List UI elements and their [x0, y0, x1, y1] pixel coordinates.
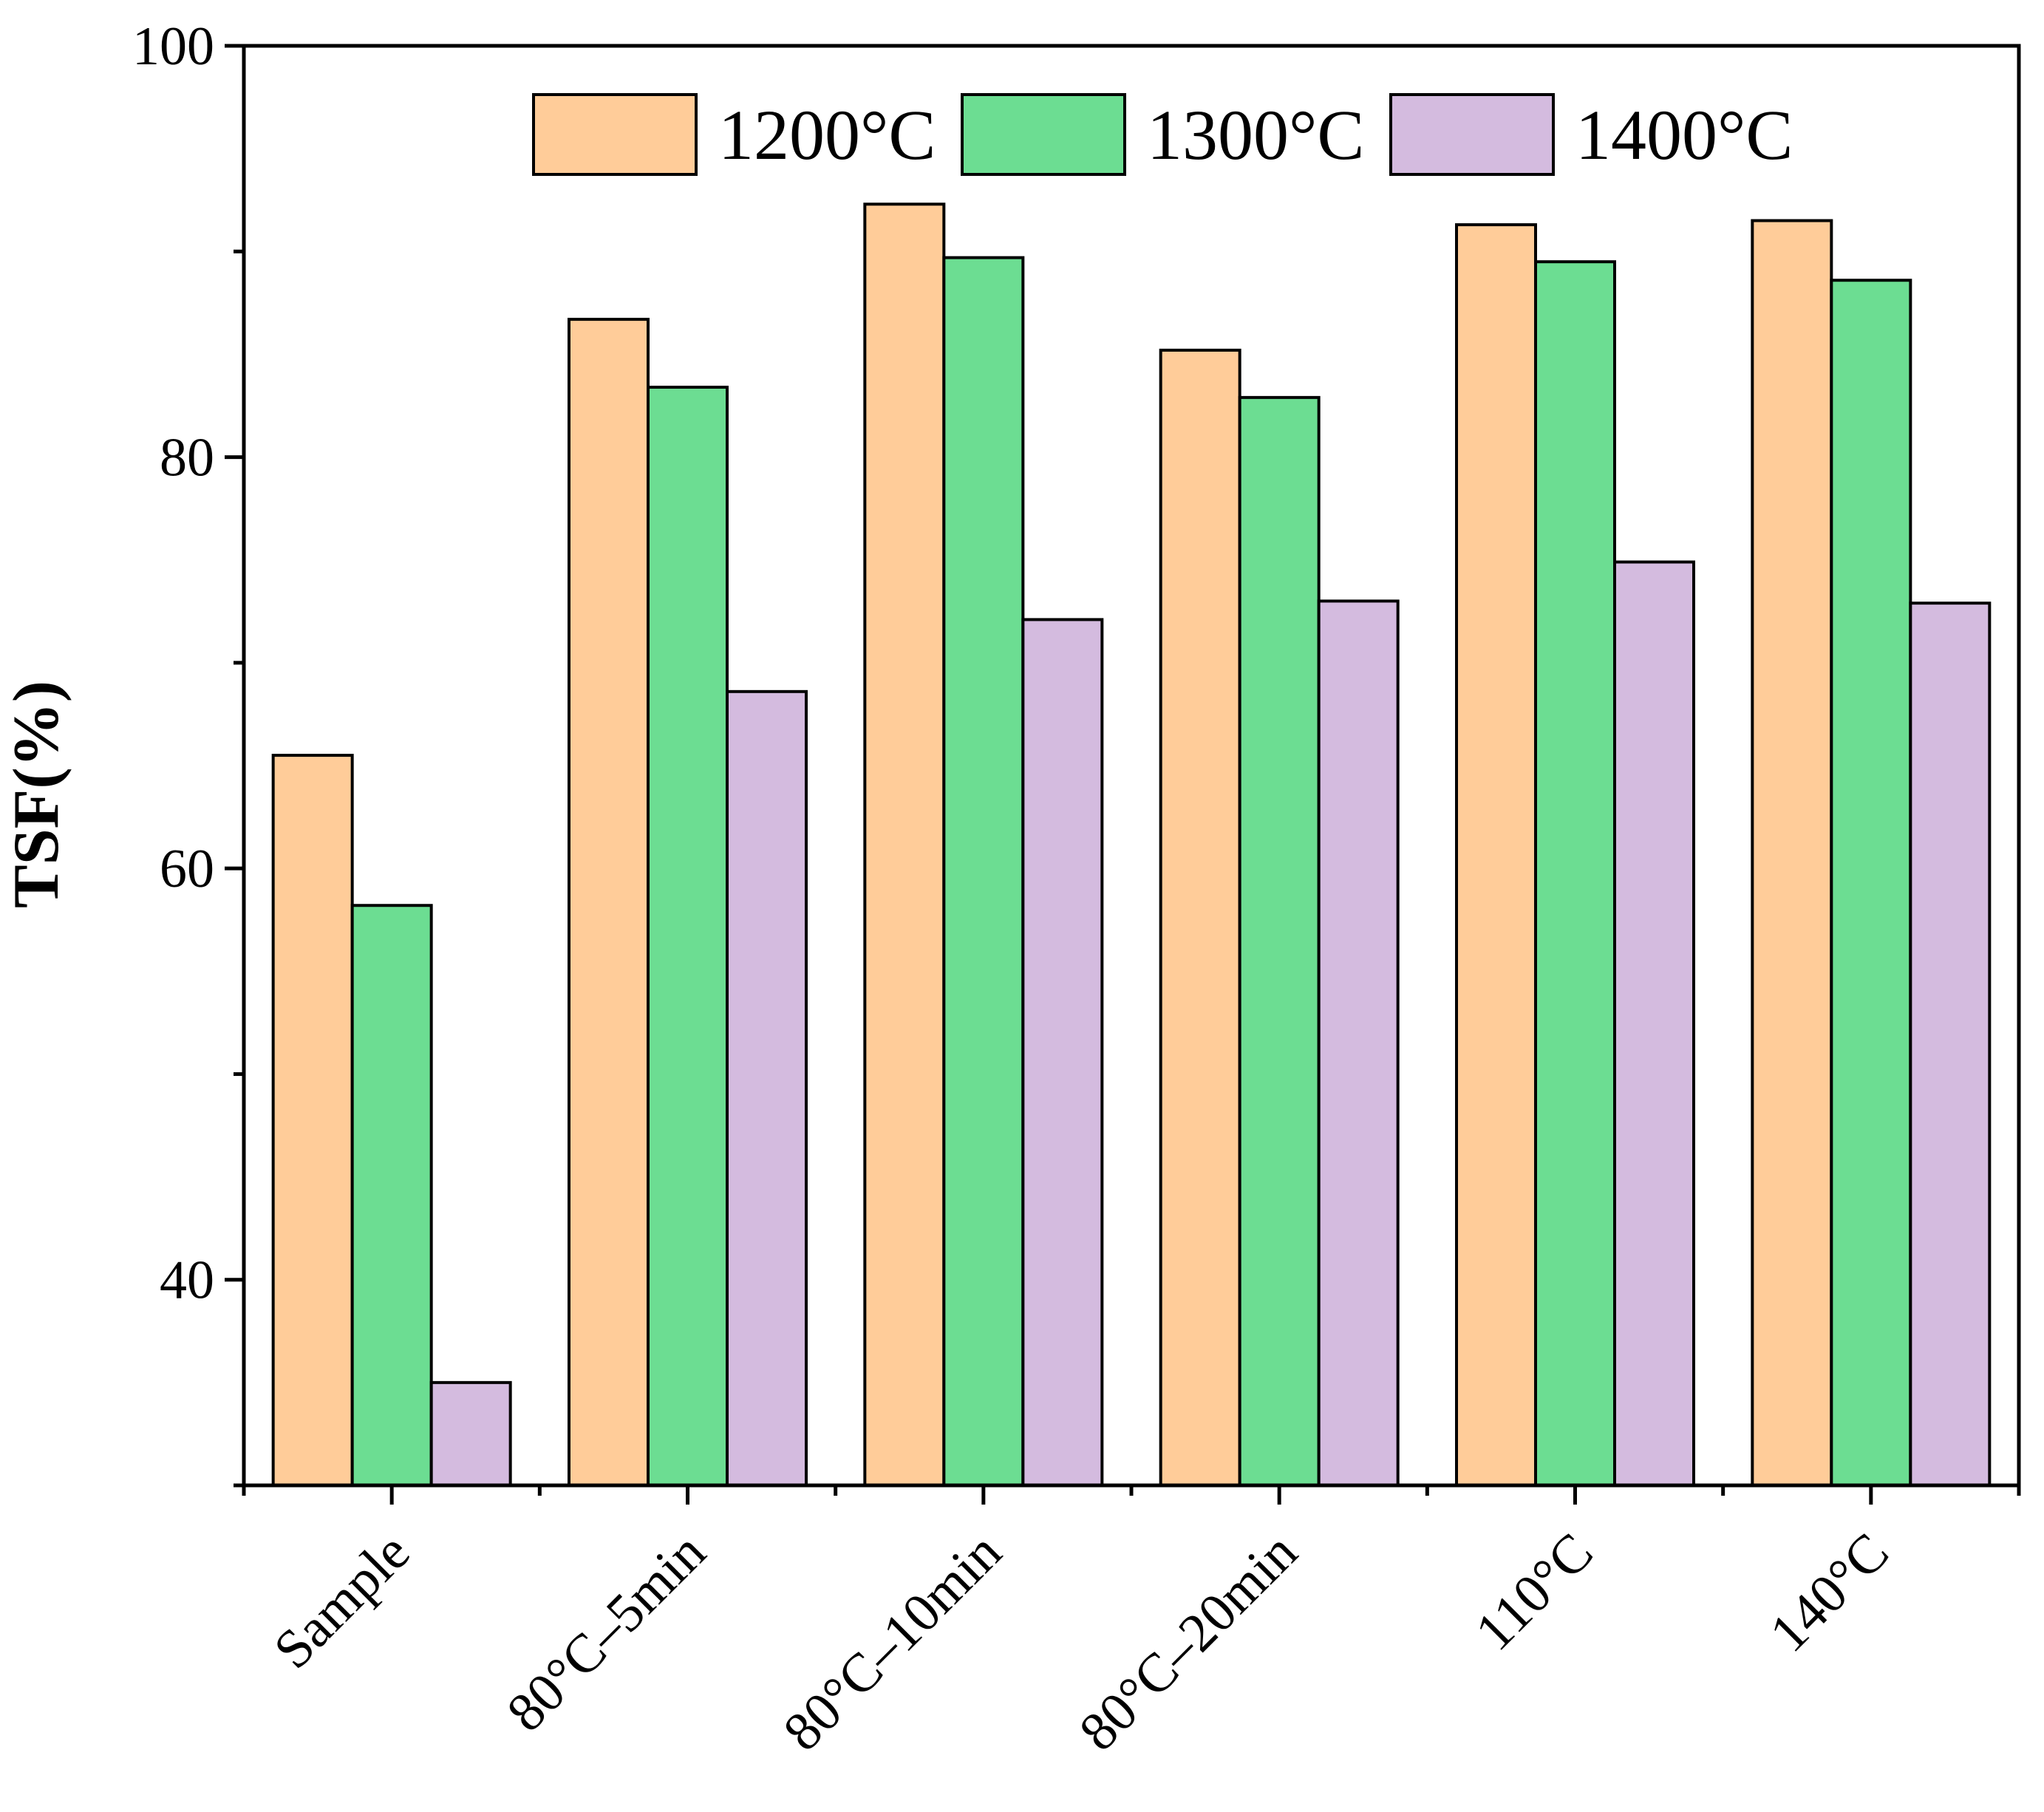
bar-1200°C-80°C–10min [863, 202, 946, 1487]
y-tick-label: 80 [160, 428, 214, 488]
bar-1400°C-80°C–5min [726, 689, 808, 1487]
bar-1400°C-80°C–10min [1021, 618, 1104, 1487]
y-tick-label: 40 [160, 1250, 214, 1311]
bar-1200°C-Sample [271, 754, 354, 1487]
x-tick-label: 80°C–20min [1068, 1522, 1309, 1762]
bar-1200°C-110°C [1455, 223, 1537, 1488]
legend-swatch [1389, 93, 1555, 176]
bar-1300°C-80°C–10min [942, 256, 1025, 1487]
bar-1200°C-140°C [1751, 219, 1833, 1487]
legend-label: 1300°C [1147, 95, 1364, 174]
bars-layer [271, 202, 1992, 1488]
bar-1300°C-80°C–5min [647, 385, 729, 1487]
bar-1300°C-110°C [1534, 260, 1616, 1488]
bar-1400°C-Sample [429, 1380, 512, 1488]
legend-label: 1200°C [718, 95, 936, 174]
x-tick-label: 80°C–5min [496, 1522, 718, 1743]
x-tick-label: 110°C [1464, 1522, 1604, 1662]
y-axis: 40 60 80 100 [132, 16, 244, 1488]
bar-1200°C-80°C–20min [1159, 348, 1241, 1487]
bar-1300°C-140°C [1830, 279, 1912, 1487]
x-tick-label: 80°C–10min [772, 1522, 1013, 1762]
y-axis-title: TSF(%) [1, 681, 72, 908]
bar-1400°C-110°C [1613, 560, 1695, 1487]
bar-1400°C-80°C–20min [1317, 599, 1400, 1487]
y-tick-label: 60 [160, 839, 214, 899]
bar-1200°C-80°C–5min [568, 318, 650, 1487]
legend-label: 1400°C [1575, 95, 1793, 174]
bar-1300°C-80°C–20min [1238, 395, 1321, 1488]
legend: 1200°C 1300°C 1400°C [532, 93, 1793, 176]
x-tick-label: 140°C [1759, 1522, 1901, 1663]
y-tick-label: 100 [132, 16, 214, 77]
bar-1400°C-140°C [1909, 602, 1992, 1487]
legend-swatch [961, 93, 1126, 176]
legend-swatch [532, 93, 698, 176]
x-tick-label: Sample [262, 1522, 421, 1680]
x-axis: Sample 80°C–5min 80°C–10min 80°C–20min 110°C… [242, 1485, 2021, 1762]
bar-1300°C-Sample [350, 904, 433, 1487]
